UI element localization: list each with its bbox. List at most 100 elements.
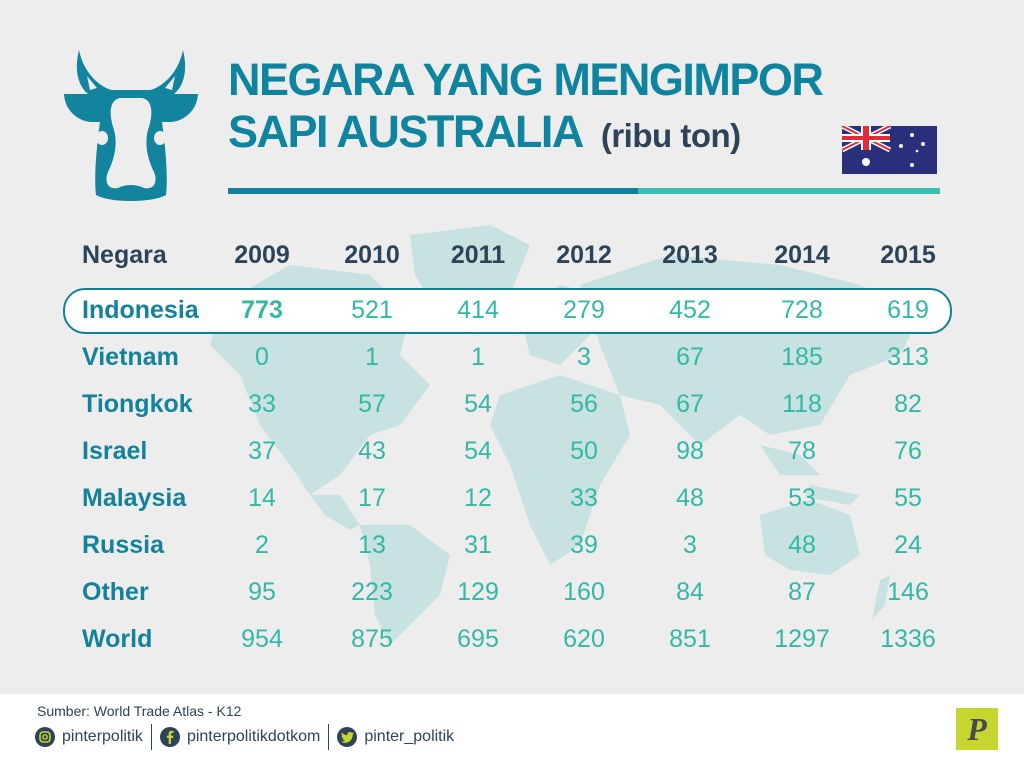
value-cell: 185 <box>781 343 823 371</box>
title-underline <box>228 188 940 194</box>
australia-flag-icon <box>842 126 937 174</box>
value-cell: 56 <box>570 390 598 418</box>
table-row: Other 95 223 129 160 84 87 146 <box>0 572 1024 612</box>
value-cell: 313 <box>887 343 929 371</box>
country-name: Tiongkok <box>82 390 193 418</box>
value-cell: 1 <box>365 343 379 371</box>
import-table: Negara 2009 2010 2011 2012 2013 2014 201… <box>0 235 1024 659</box>
value-cell: 31 <box>464 531 492 559</box>
value-cell: 728 <box>781 296 823 324</box>
value-cell: 37 <box>248 437 276 465</box>
value-cell: 3 <box>577 343 591 371</box>
value-cell: 1297 <box>774 625 830 653</box>
title-line-2: SAPI AUSTRALIA <box>228 106 584 157</box>
country-name: Indonesia <box>82 296 199 324</box>
value-cell: 695 <box>457 625 499 653</box>
value-cell: 48 <box>676 484 704 512</box>
table-row: Indonesia 773 521 414 279 452 728 619 <box>0 290 1024 330</box>
value-cell: 57 <box>358 390 386 418</box>
page-title: NEGARA YANG MENGIMPOR SAPI AUSTRALIA (ri… <box>228 54 824 162</box>
value-cell: 33 <box>570 484 598 512</box>
value-cell: 54 <box>464 437 492 465</box>
instagram-handle: pinterpolitik <box>62 728 143 745</box>
header-year: 2010 <box>344 241 400 269</box>
value-cell: 82 <box>894 390 922 418</box>
table-row: Israel 37 43 54 50 98 78 76 <box>0 431 1024 471</box>
value-cell: 43 <box>358 437 386 465</box>
value-cell: 773 <box>241 296 283 324</box>
social-twitter[interactable]: pinter_politik <box>337 727 454 747</box>
title-line-1: NEGARA YANG MENGIMPOR <box>228 54 824 105</box>
country-name: Israel <box>82 437 148 465</box>
header-negara: Negara <box>82 241 167 269</box>
value-cell: 954 <box>241 625 283 653</box>
country-name: Malaysia <box>82 484 187 512</box>
table-row: Tiongkok 33 57 54 56 67 118 82 <box>0 384 1024 424</box>
pinterpolitik-logo: P <box>956 708 998 750</box>
value-cell: 620 <box>563 625 605 653</box>
twitter-handle: pinter_politik <box>364 728 455 745</box>
value-cell: 67 <box>676 343 704 371</box>
value-cell: 0 <box>255 343 269 371</box>
table-header: Negara 2009 2010 2011 2012 2013 2014 201… <box>0 235 1024 275</box>
value-cell: 3 <box>683 531 697 559</box>
header-year: 2011 <box>450 241 506 269</box>
cow-head-icon <box>64 50 198 201</box>
value-cell: 95 <box>248 578 276 606</box>
value-cell: 851 <box>669 625 711 653</box>
value-cell: 1336 <box>880 625 936 653</box>
value-cell: 53 <box>788 484 816 512</box>
value-cell: 223 <box>351 578 393 606</box>
value-cell: 33 <box>248 390 276 418</box>
value-cell: 24 <box>894 531 922 559</box>
table-row: Vietnam 0 1 1 3 67 185 313 <box>0 337 1024 377</box>
footer: Sumber: World Trade Atlas - K12 pinterpo… <box>0 694 1024 764</box>
header-year: 2012 <box>556 241 612 269</box>
value-cell: 54 <box>464 390 492 418</box>
facebook-icon <box>159 727 180 747</box>
value-cell: 13 <box>358 531 386 559</box>
value-cell: 39 <box>570 531 598 559</box>
value-cell: 84 <box>676 578 704 606</box>
value-cell: 14 <box>248 484 276 512</box>
header-year: 2009 <box>234 241 290 269</box>
value-cell: 118 <box>782 390 822 418</box>
country-name: Other <box>82 578 149 606</box>
divider <box>150 724 152 750</box>
table-row: World 954 875 695 620 851 1297 1336 <box>0 619 1024 659</box>
value-cell: 875 <box>351 625 393 653</box>
value-cell: 2 <box>255 531 269 559</box>
source-text: Sumber: World Trade Atlas - K12 <box>37 703 242 719</box>
value-cell: 76 <box>894 437 922 465</box>
value-cell: 78 <box>788 437 816 465</box>
header-year: 2015 <box>880 241 936 269</box>
instagram-icon <box>35 727 55 747</box>
value-cell: 452 <box>669 296 711 324</box>
highlight-row-indonesia <box>63 288 952 334</box>
value-cell: 279 <box>563 296 605 324</box>
value-cell: 146 <box>887 578 929 606</box>
social-instagram[interactable]: pinterpolitik <box>35 727 143 747</box>
value-cell: 619 <box>887 296 929 324</box>
twitter-icon <box>337 727 358 747</box>
value-cell: 50 <box>570 437 598 465</box>
value-cell: 98 <box>676 437 704 465</box>
divider <box>328 724 330 750</box>
value-cell: 87 <box>788 578 816 606</box>
table-row: Malaysia 14 17 12 33 48 53 55 <box>0 478 1024 518</box>
title-unit: (ribu ton) <box>600 117 741 154</box>
header-year: 2014 <box>774 241 830 269</box>
country-name: Russia <box>82 531 164 559</box>
value-cell: 48 <box>788 531 816 559</box>
value-cell: 129 <box>457 578 499 606</box>
table-row: Russia 2 13 31 39 3 48 24 <box>0 525 1024 565</box>
value-cell: 17 <box>358 484 386 512</box>
social-links: pinterpolitik pinterpolitikdotkom pinter… <box>35 724 454 750</box>
facebook-handle: pinterpolitikdotkom <box>186 728 321 745</box>
value-cell: 521 <box>351 296 393 324</box>
value-cell: 12 <box>464 484 492 512</box>
header-year: 2013 <box>662 241 718 269</box>
social-facebook[interactable]: pinterpolitikdotkom <box>159 727 321 747</box>
country-name: Vietnam <box>82 343 179 371</box>
value-cell: 55 <box>894 484 922 512</box>
